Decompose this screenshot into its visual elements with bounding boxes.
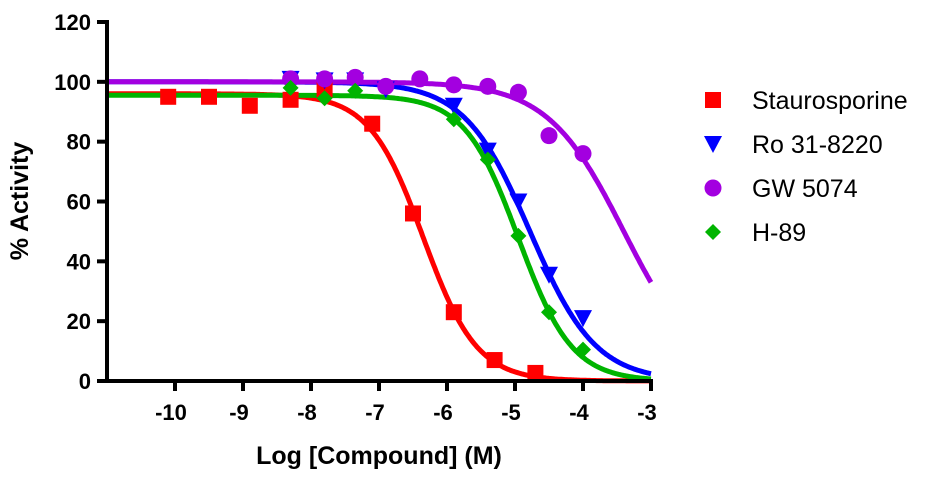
data-point xyxy=(486,352,503,369)
x-tick-label: -6 xyxy=(433,400,453,425)
data-point xyxy=(574,145,592,163)
x-tick-label: -7 xyxy=(365,400,385,425)
data-point xyxy=(411,70,429,88)
data-point xyxy=(282,79,299,96)
data-point xyxy=(201,88,217,105)
data-point xyxy=(445,76,463,94)
x-tick-label: -8 xyxy=(297,400,317,425)
legend-label: Staurosporine xyxy=(752,87,908,115)
x-axis-label: Log [Compound] (M) xyxy=(256,442,502,470)
y-tick-label: 80 xyxy=(67,130,91,155)
data-point xyxy=(346,68,364,86)
x-tick-label: -3 xyxy=(637,400,657,425)
legend-marker xyxy=(704,136,722,153)
data-point xyxy=(160,88,177,105)
fit-curve xyxy=(107,92,652,382)
legend-label: Ro 31-8220 xyxy=(752,131,883,159)
legend: Staurosporine Ro 31-8220 GW 5074 H-89 xyxy=(704,87,908,247)
data-point xyxy=(478,142,497,160)
data-point xyxy=(316,90,333,107)
data-point xyxy=(575,341,591,358)
x-tick-label: -5 xyxy=(501,400,521,425)
y-tick-label: 20 xyxy=(67,309,91,334)
y-tick-label: 40 xyxy=(67,249,91,274)
data-point xyxy=(445,111,462,128)
data-point xyxy=(479,151,496,168)
data-point xyxy=(241,97,258,114)
data-point xyxy=(574,310,592,328)
x-tick-label: -4 xyxy=(569,400,589,425)
data-point xyxy=(509,83,527,101)
x-tick-label: -10 xyxy=(155,400,187,425)
data-point xyxy=(510,227,527,244)
data-point xyxy=(479,77,497,95)
data-point xyxy=(541,304,557,321)
x-tick-label: -9 xyxy=(229,400,249,425)
data-point xyxy=(405,205,421,222)
data-point xyxy=(282,91,299,108)
data-point xyxy=(316,70,334,88)
data-points xyxy=(160,68,592,381)
legend-marker xyxy=(704,179,722,197)
axes: 0 20 40 60 80 100 120 -10 -9 -8 -7 -6 -5 -4 -3 xyxy=(54,10,657,425)
y-tick-label: 60 xyxy=(67,190,91,215)
y-tick-label: 120 xyxy=(54,10,91,35)
legend-marker xyxy=(705,92,721,108)
y-axis-label: % Activity xyxy=(6,142,34,261)
data-point xyxy=(540,127,558,145)
y-tick-label: 100 xyxy=(54,70,91,95)
legend-marker xyxy=(705,224,721,240)
y-tick-label: 0 xyxy=(79,369,91,394)
data-point xyxy=(445,304,462,321)
legend-label: GW 5074 xyxy=(752,175,858,203)
data-point xyxy=(347,82,364,99)
data-point xyxy=(282,70,300,88)
legend-label: H-89 xyxy=(752,219,806,247)
data-point xyxy=(527,364,544,381)
data-point xyxy=(509,193,528,211)
data-point xyxy=(364,115,381,132)
data-point xyxy=(540,266,558,284)
data-point xyxy=(444,97,463,115)
fit-curve xyxy=(107,79,654,284)
data-point xyxy=(377,77,395,95)
